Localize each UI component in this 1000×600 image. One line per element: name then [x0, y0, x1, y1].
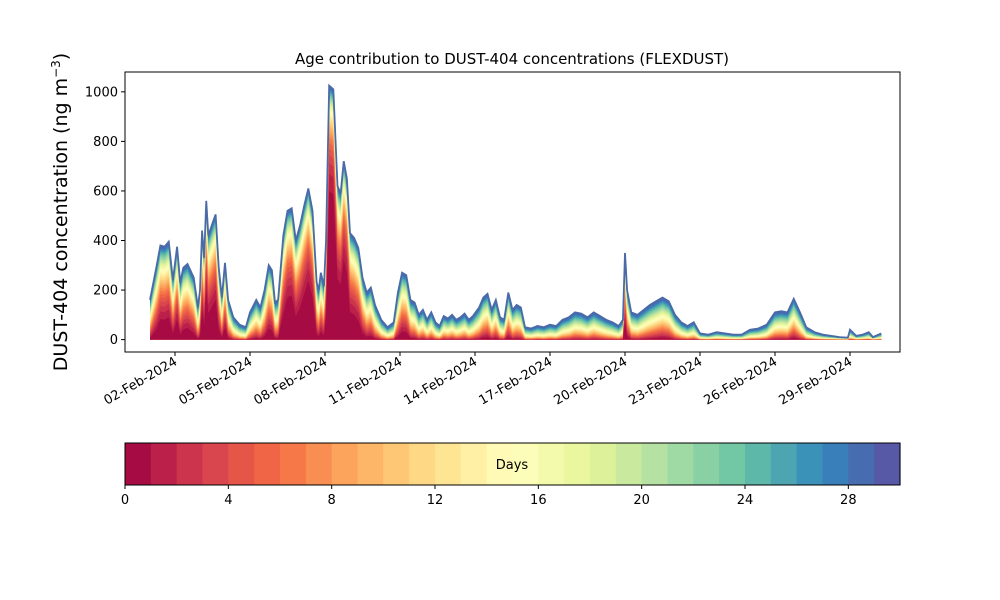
x-tick-label: 05-Feb-2024: [176, 354, 255, 408]
colorbar-tick-label: 0: [121, 493, 129, 508]
y-axis-label-close: ): [50, 53, 72, 60]
stacked-area-layers: [149, 83, 882, 340]
total-concentration-line: [149, 83, 882, 339]
colorbar-tick-label: 24: [737, 493, 754, 508]
colorbar-bin: [538, 443, 565, 485]
colorbar-bin: [435, 443, 462, 485]
age-layer-0-days: [150, 190, 882, 340]
y-tick-label: 400: [93, 234, 118, 249]
y-axis-ticks: 0 200 400 600 800 1000: [85, 85, 125, 348]
colorbar-bin: [641, 443, 669, 485]
y-tick-label: 800: [93, 135, 118, 150]
colorbar-bin: [460, 443, 488, 485]
colorbar-bin: [512, 443, 539, 485]
y-tick-label: 600: [93, 184, 118, 199]
y-axis-label-sup: −3: [49, 60, 63, 78]
colorbar-tick-label: 20: [633, 493, 650, 508]
age-layer-24-days: [150, 92, 882, 340]
colorbar-bin: [745, 443, 772, 485]
colorbar-bin: [822, 443, 849, 485]
colorbar-bin: [564, 443, 591, 485]
x-tick-label: 23-Feb-2024: [626, 354, 705, 408]
colorbar-bin: [357, 443, 384, 485]
colorbar-bin: [280, 443, 307, 485]
colorbar-bin: [667, 443, 694, 485]
colorbar-bin: [590, 443, 617, 485]
colorbar-bin: [486, 443, 514, 485]
age-layer-28-days: [150, 86, 882, 340]
age-layer-19-days: [150, 101, 882, 340]
age-layer-23-days: [150, 94, 882, 340]
colorbar-tick-label: 12: [427, 493, 444, 508]
colorbar-bin: [719, 443, 746, 485]
colorbar-tick-label: 28: [840, 493, 857, 508]
age-layer-27-days: [150, 88, 882, 340]
x-axis-ticks: 02-Feb-202405-Feb-202408-Feb-202411-Feb-…: [101, 352, 855, 408]
colorbar-tick-label: 16: [530, 493, 547, 508]
colorbar-bin: [848, 443, 875, 485]
age-layer-20-days: [150, 99, 882, 340]
colorbar-bin: [409, 443, 436, 485]
x-tick-label: 17-Feb-2024: [476, 354, 555, 408]
x-tick-label: 29-Feb-2024: [776, 354, 855, 408]
x-tick-label: 08-Feb-2024: [251, 354, 330, 408]
plot-frame: [124, 71, 901, 353]
colorbar-bin: [254, 443, 281, 485]
colorbar-tick-label: 4: [224, 493, 232, 508]
colorbar-bin: [770, 443, 798, 485]
colorbar-bin: [150, 443, 178, 485]
y-tick-label: 200: [93, 284, 118, 299]
colorbar-bin: [125, 443, 152, 485]
colorbar-bin: [874, 443, 901, 485]
colorbar-bin: [176, 443, 204, 485]
x-tick-label: 02-Feb-2024: [101, 354, 180, 408]
colorbar-bin: [305, 443, 333, 485]
x-tick-label: 20-Feb-2024: [551, 354, 630, 408]
colorbar-bin: [615, 443, 643, 485]
x-tick-label: 11-Feb-2024: [326, 354, 405, 408]
age-layer-22-days: [150, 96, 882, 340]
x-tick-label: 26-Feb-2024: [701, 354, 780, 408]
colorbar-tick-label: 8: [328, 493, 336, 508]
age-layer-18-days: [150, 103, 882, 340]
colorbar-bin: [331, 443, 359, 485]
colorbar: [125, 443, 901, 485]
y-tick-label: 0: [110, 333, 118, 348]
colorbar-ticks: 0 4 8 12 16 20 24 28: [121, 485, 857, 508]
y-axis-label: DUST-404 concentration (ng m−3): [49, 53, 72, 371]
age-layer-21-days: [150, 97, 882, 340]
y-tick-label: 1000: [85, 85, 118, 100]
colorbar-bin: [228, 443, 255, 485]
y-axis-label-main: DUST-404 concentration (ng m: [50, 78, 72, 371]
colorbar-frame: [124, 442, 901, 486]
x-tick-label: 14-Feb-2024: [401, 354, 480, 408]
chart-title: Age contribution to DUST-404 concentrati…: [295, 50, 729, 68]
colorbar-bin: [202, 443, 229, 485]
colorbar-bin: [693, 443, 720, 485]
colorbar-bin: [796, 443, 824, 485]
colorbar-bin: [383, 443, 410, 485]
age-layer-25-days: [150, 91, 882, 340]
age-layer-29-days: [150, 85, 882, 340]
colorbar-label: Days: [496, 458, 529, 473]
age-layer-26-days: [150, 89, 882, 340]
